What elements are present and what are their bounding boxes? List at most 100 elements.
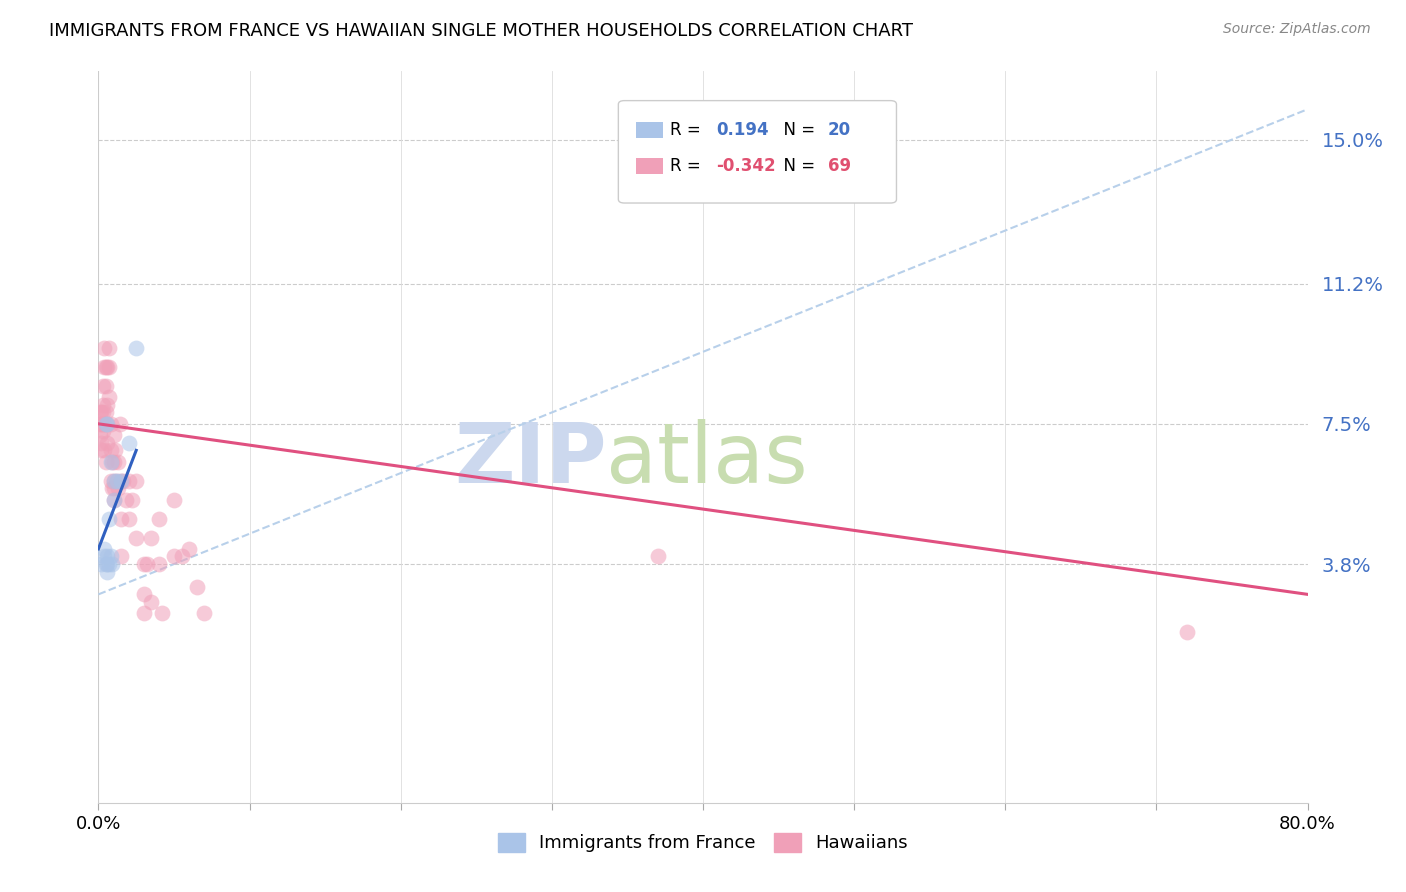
Point: [118, 511, 141, 525]
Point: [98, 341, 121, 355]
Text: N =: N =: [773, 121, 821, 139]
Point: [94, 557, 117, 571]
Point: [96, 549, 118, 564]
Point: [141, 595, 163, 609]
Point: [94, 359, 117, 374]
Point: [98, 557, 121, 571]
Point: [170, 549, 193, 564]
Point: [100, 474, 122, 488]
Point: [121, 492, 143, 507]
Point: [103, 474, 125, 488]
Point: [104, 443, 127, 458]
Point: [98, 390, 121, 404]
Point: [103, 474, 125, 488]
Point: [89, 405, 111, 419]
Point: [103, 428, 125, 442]
Point: [93, 541, 115, 556]
Point: [94, 455, 117, 469]
Point: [193, 607, 215, 621]
Text: 0.194: 0.194: [716, 121, 769, 139]
Point: [94, 417, 117, 431]
Point: [105, 474, 128, 488]
Point: [96, 417, 118, 431]
Point: [93, 443, 115, 458]
Point: [91, 405, 114, 419]
Point: [98, 359, 121, 374]
Point: [98, 511, 121, 525]
Point: [93, 417, 115, 431]
Text: N =: N =: [773, 158, 821, 176]
Text: ZIP: ZIP: [454, 418, 606, 500]
Point: [101, 455, 124, 469]
Point: [108, 417, 131, 431]
Point: [94, 405, 117, 419]
Point: [163, 549, 186, 564]
Point: [91, 379, 114, 393]
Point: [114, 492, 136, 507]
FancyBboxPatch shape: [637, 122, 664, 138]
Point: [118, 474, 141, 488]
Point: [132, 607, 155, 621]
Point: [110, 511, 132, 525]
Point: [93, 359, 115, 374]
Text: R =: R =: [671, 158, 706, 176]
Point: [103, 455, 125, 469]
Point: [90, 405, 112, 419]
Point: [150, 607, 173, 621]
Text: -0.342: -0.342: [716, 158, 776, 176]
Point: [1175, 625, 1198, 640]
Point: [93, 341, 115, 355]
Point: [96, 435, 118, 450]
Text: 69: 69: [828, 158, 851, 176]
Point: [125, 341, 148, 355]
Point: [93, 549, 115, 564]
Point: [100, 417, 122, 431]
Point: [148, 511, 170, 525]
Point: [91, 417, 114, 431]
Point: [89, 428, 111, 442]
Text: R =: R =: [671, 121, 706, 139]
Legend: Immigrants from France, Hawaiians: Immigrants from France, Hawaiians: [491, 826, 915, 860]
Point: [101, 557, 124, 571]
Point: [89, 417, 111, 431]
Point: [132, 557, 155, 571]
Text: IMMIGRANTS FROM FRANCE VS HAWAIIAN SINGLE MOTHER HOUSEHOLDS CORRELATION CHART: IMMIGRANTS FROM FRANCE VS HAWAIIAN SINGL…: [49, 22, 914, 40]
Point: [90, 435, 112, 450]
Point: [90, 557, 112, 571]
Point: [186, 580, 208, 594]
Point: [96, 417, 118, 431]
FancyBboxPatch shape: [619, 101, 897, 203]
Point: [647, 549, 669, 564]
Point: [105, 474, 128, 488]
Text: Source: ZipAtlas.com: Source: ZipAtlas.com: [1223, 22, 1371, 37]
Point: [118, 435, 141, 450]
Point: [96, 359, 118, 374]
Point: [135, 557, 157, 571]
Point: [91, 425, 114, 439]
Point: [100, 443, 122, 458]
Point: [107, 481, 129, 495]
Point: [100, 549, 122, 564]
Point: [94, 379, 117, 393]
Point: [103, 492, 125, 507]
Point: [163, 492, 186, 507]
Point: [91, 398, 114, 412]
Point: [96, 565, 118, 579]
Point: [101, 481, 124, 495]
Point: [141, 531, 163, 545]
Text: 20: 20: [828, 121, 851, 139]
Point: [96, 398, 118, 412]
Point: [96, 557, 118, 571]
Text: atlas: atlas: [606, 418, 808, 500]
FancyBboxPatch shape: [637, 159, 664, 175]
Point: [125, 474, 148, 488]
Point: [103, 481, 125, 495]
Point: [90, 443, 112, 458]
Point: [110, 474, 132, 488]
Point: [90, 417, 112, 431]
Point: [103, 492, 125, 507]
Point: [100, 455, 122, 469]
Point: [148, 557, 170, 571]
Point: [125, 531, 148, 545]
Point: [132, 587, 155, 601]
